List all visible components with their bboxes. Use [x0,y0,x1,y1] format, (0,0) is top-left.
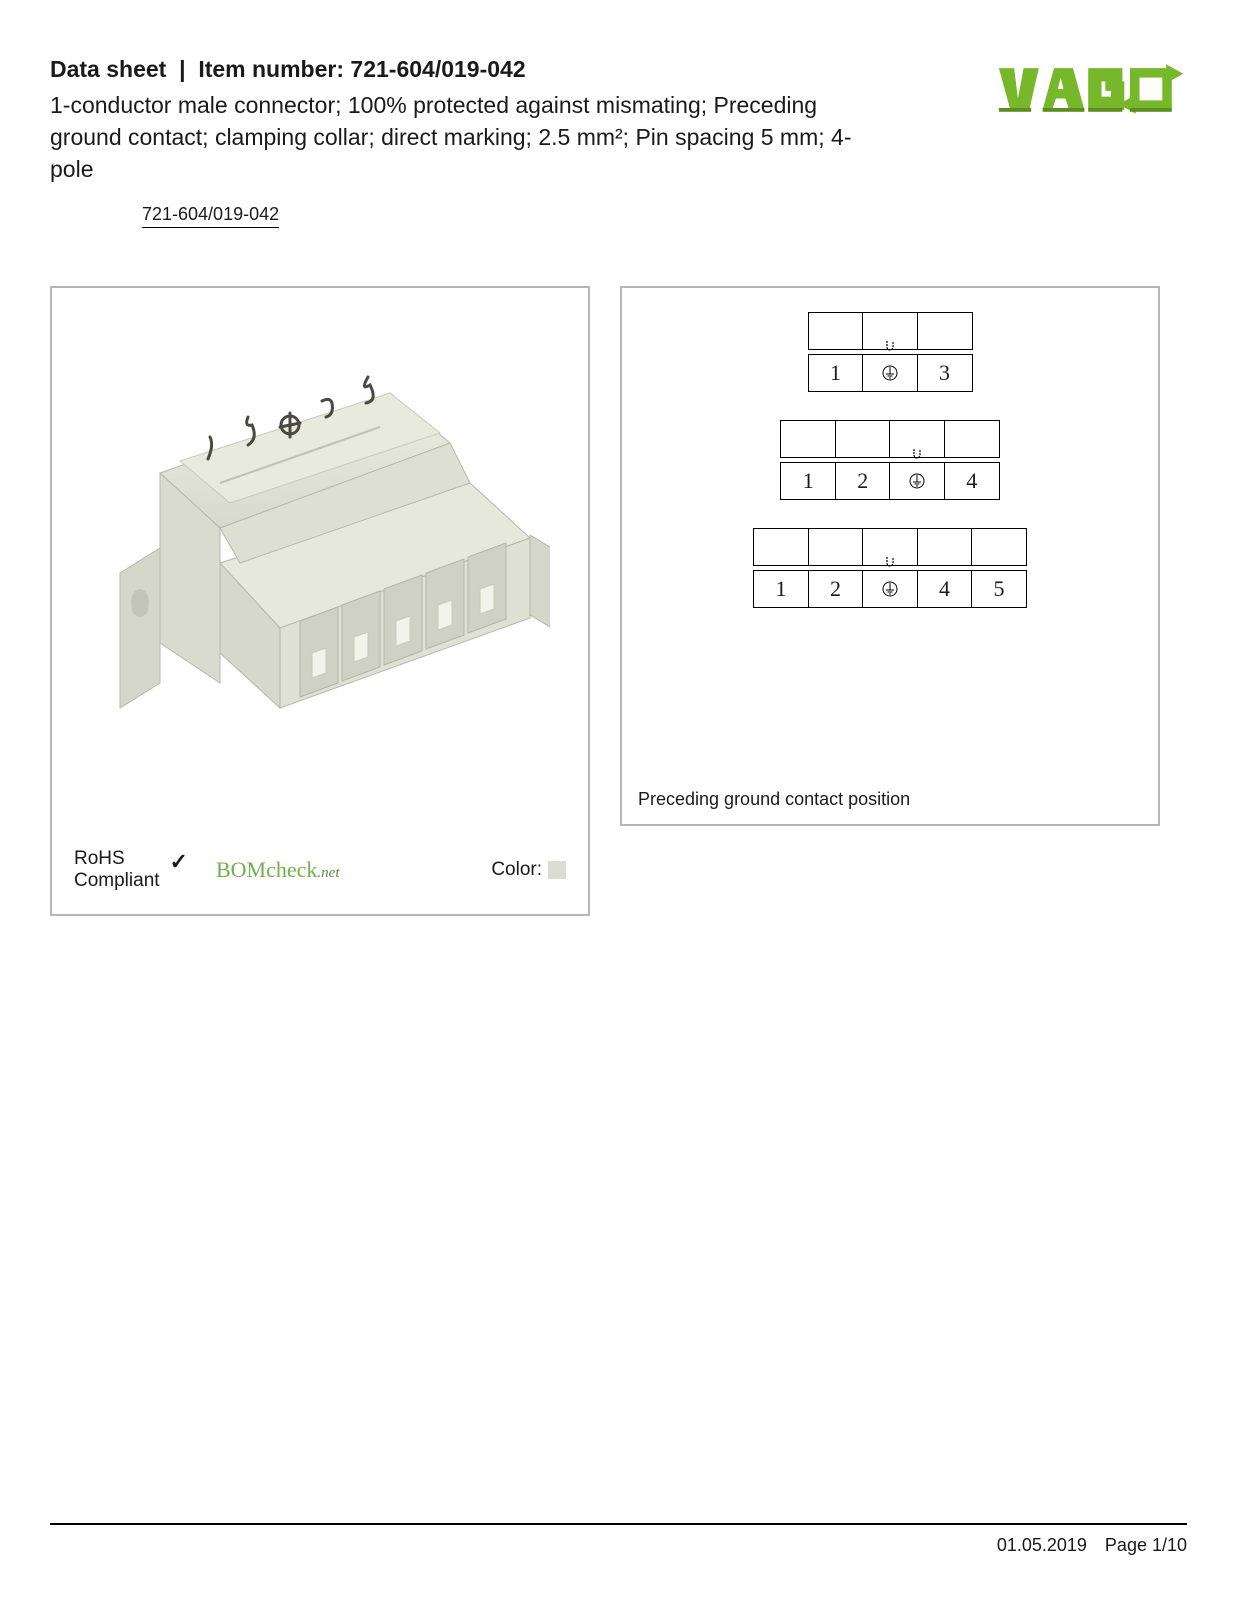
diagram-top-row [753,528,1027,566]
color-swatch [548,861,566,879]
color-indicator: Color: [491,859,566,881]
content-panels: RoHS Compliant ✓ BOMcheck.net Color: 131… [50,286,1187,916]
position-cell: 3 [917,354,973,392]
ground-icon [881,580,899,598]
diagram-cell-blank [808,528,864,566]
title-line: Data sheet | Item number: 721-604/019-04… [50,56,870,83]
diagram-label-row: 12 4 [780,462,1000,500]
diagram-label-row: 12 45 [753,570,1027,608]
diagram-top-row [808,312,973,350]
rohs-label-2: Compliant [74,870,160,892]
header-text-block: Data sheet | Item number: 721-604/019-04… [50,56,870,228]
diagram-cell-blank [835,420,891,458]
check-icon: ✓ [170,849,188,875]
header: Data sheet | Item number: 721-604/019-04… [50,56,1187,228]
position-cell: 2 [808,570,864,608]
diagram-cell-blank [780,420,836,458]
diagram-cell-blank [753,528,809,566]
ground-icon [881,364,899,382]
position-cell: 1 [780,462,836,500]
compliance-row: RoHS Compliant ✓ BOMcheck.net Color: [70,840,570,896]
diagram-cell-blank [808,312,864,350]
item-number-label: Item number: [198,56,344,82]
item-number-link[interactable]: 721-604/019-042 [142,204,279,228]
diagram-cell-blank [862,312,918,350]
bomcheck-suffix: .net [317,865,339,881]
position-cell: 5 [971,570,1027,608]
bomcheck-logo: BOMcheck.net [216,857,340,883]
diagram-label-row: 13 [808,354,973,392]
position-cell: 4 [917,570,973,608]
item-number-value: 721-604/019-042 [350,56,525,82]
diagram-cell-blank [971,528,1027,566]
separator: | [173,56,192,82]
position-cell: 2 [835,462,891,500]
bomcheck-main: BOMcheck [216,857,317,882]
ground-cell [862,354,918,392]
diagram-group-1: 13 [808,312,973,392]
page-footer: 01.05.2019 Page 1/10 [50,1523,1187,1556]
diagram-cell-blank [944,420,1000,458]
ground-cell [862,570,918,608]
datasheet-label: Data sheet [50,56,166,82]
wago-logo [997,60,1187,123]
footer-page: Page 1/10 [1105,1535,1187,1556]
diagram-top-row [780,420,1000,458]
product-panel: RoHS Compliant ✓ BOMcheck.net Color: [50,286,590,916]
diagram-area: 131241245 [636,302,1144,783]
product-description: 1-conductor male connector; 100% protect… [50,89,870,186]
position-cell: 1 [753,570,809,608]
footer-date: 01.05.2019 [997,1535,1087,1556]
diagram-cell-blank [862,528,918,566]
rohs-badge: RoHS Compliant ✓ [74,848,188,892]
diagram-cell-blank [917,528,973,566]
product-image [70,306,570,840]
diagram-panel: 131241245 Preceding ground contact posit… [620,286,1160,826]
diagram-cell-blank [917,312,973,350]
color-label-text: Color: [491,859,542,881]
ground-cell [889,462,945,500]
diagram-group-2: 12 4 [780,420,1000,500]
diagram-group-3: 12 45 [753,528,1027,608]
rohs-label-1: RoHS [74,848,160,870]
ground-icon [908,472,926,490]
position-cell: 1 [808,354,864,392]
diagram-caption: Preceding ground contact position [636,783,1144,810]
diagram-cell-blank [889,420,945,458]
position-cell: 4 [944,462,1000,500]
